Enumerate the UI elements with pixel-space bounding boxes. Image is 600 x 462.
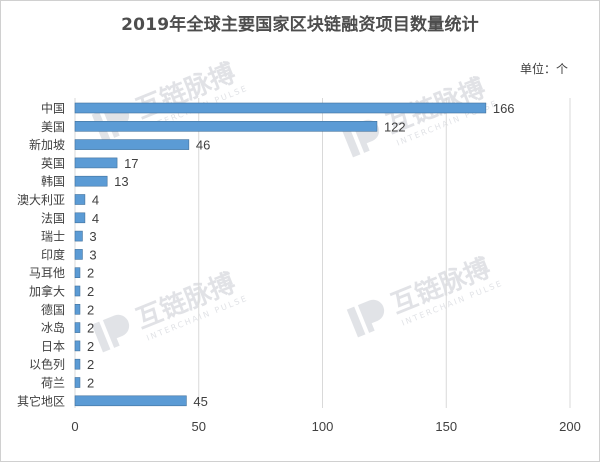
unit-label: 单位：个 [519,62,568,76]
bar [74,194,86,205]
category-label: 冰岛 [41,320,65,335]
data-label: 4 [92,211,99,226]
category-label: 韩国 [41,174,65,189]
x-tick-label: 200 [559,419,581,434]
category-label: 以色列 [29,358,65,372]
bar [74,230,83,242]
data-label: 4 [92,193,99,208]
bar [74,267,81,279]
bar [74,322,81,333]
chart-title: 2019年全球主要国家区块链融资项目数量统计 [121,15,479,35]
category-label: 瑞士 [41,230,65,244]
category-label: 其它地区 [17,393,65,408]
bar [74,249,83,260]
category-label: 德国 [41,302,65,317]
category-label: 印度 [41,247,65,262]
data-label: 45 [193,394,207,409]
data-label: 166 [493,101,515,116]
bars [74,102,487,407]
data-label: 2 [87,376,94,391]
watermark-logo-bar [346,306,366,338]
bar [74,175,108,187]
data-label: 46 [196,138,210,153]
data-label: 2 [87,302,94,317]
bar [74,377,81,388]
data-label: 122 [384,119,406,134]
category-label: 英国 [41,156,65,170]
data-label: 2 [87,357,94,372]
data-label: 3 [89,247,96,262]
x-tick-label: 0 [71,419,78,434]
bar [74,285,81,297]
category-labels: 中国美国新加坡英国韩国澳大利亚法国瑞士印度马耳他加拿大德国冰岛日本以色列荷兰其它… [17,101,65,409]
category-label: 澳大利亚 [17,193,65,207]
bar [74,157,118,169]
category-label: 荷兰 [41,376,65,390]
category-label: 日本 [41,339,65,353]
bar [74,139,190,150]
x-tick-label: 100 [312,419,334,434]
x-tick-label: 50 [192,419,206,434]
watermark-logo-shape [102,314,130,348]
bar [74,303,81,315]
category-label: 美国 [41,120,65,134]
category-label: 新加坡 [29,137,65,152]
data-label: 2 [87,339,94,354]
watermark-logo-shape [357,299,385,333]
bar [74,212,86,224]
x-tick-label: 150 [435,419,457,434]
data-label: 2 [87,266,94,281]
data-label: 17 [124,156,138,171]
data-label: 13 [114,174,128,189]
bar [74,358,81,370]
bar [74,340,81,352]
data-labels: 166 122 46 17 13 4 4 3 3 2 2 2 2 2 2 2 45 [87,101,515,409]
bar [74,102,487,114]
data-label: 2 [87,321,94,336]
category-label: 加拿大 [29,284,65,299]
bar [74,395,187,407]
data-label: 3 [89,229,96,244]
data-label: 2 [87,284,94,299]
category-label: 中国 [41,101,65,116]
category-label: 法国 [41,211,65,225]
bar [74,121,378,132]
watermark-logo-bar [91,321,111,353]
watermark-logo-bar [341,126,361,158]
x-tick-labels: 0 50 100 150 200 [71,419,580,434]
category-label: 马耳他 [29,266,65,280]
